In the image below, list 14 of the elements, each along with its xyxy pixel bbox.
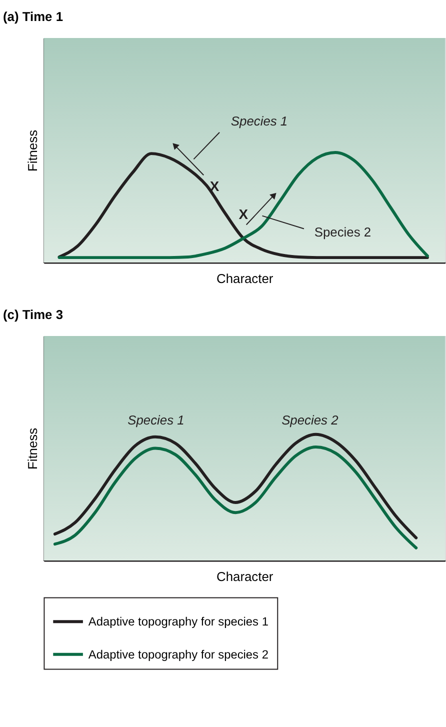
x-axis-title: Character xyxy=(216,270,274,286)
y-axis-title: Fitness xyxy=(25,130,40,172)
y-axis-title: Fitness xyxy=(25,428,40,470)
text: Species 1 xyxy=(128,412,184,428)
annotation: X xyxy=(210,178,220,194)
annotation: X xyxy=(238,206,249,222)
legend-label: Adaptive topography for species 2 xyxy=(88,647,269,662)
text: Species 2 xyxy=(282,412,338,428)
legend-label: Adaptive topography for species 1 xyxy=(88,614,269,629)
text: Species 1 xyxy=(230,113,288,128)
chart-title: (a) Time 1 xyxy=(2,9,63,24)
annotation: Species 2 xyxy=(314,224,372,240)
x-axis-title: Character xyxy=(216,568,274,584)
chart-title: (c) Time 3 xyxy=(2,307,63,322)
